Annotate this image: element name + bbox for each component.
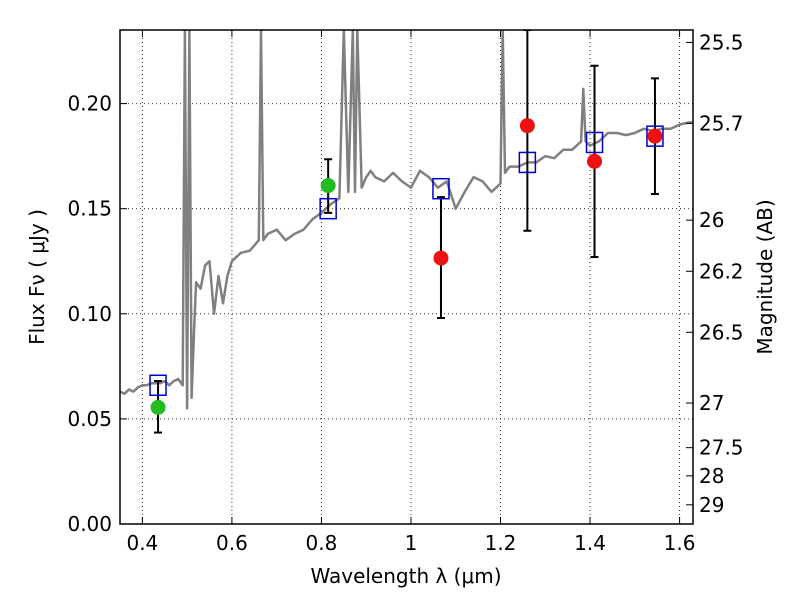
model-square-point (646, 125, 664, 147)
ticks: 0.4 0.6 0.8 1 1.2 1.4 1.6 0.00 0.05 0.10 0.15 0.20 2… (67, 30, 744, 555)
x-tick-label: 1.4 (574, 531, 606, 555)
right-tick-label: 28 (699, 464, 724, 488)
green-photometry-point (150, 399, 166, 415)
right-tick-label: 25.7 (699, 111, 744, 135)
red-photometry-point (433, 250, 449, 266)
y-tick-label: 0.20 (67, 92, 112, 116)
right-tick-label: 27.5 (699, 436, 744, 460)
plot-frame (119, 29, 694, 525)
x-tick-label: 0.8 (306, 531, 338, 555)
y-tick-label: 0.00 (67, 512, 112, 536)
model-square-point (432, 177, 450, 200)
spectrum-line (120, 30, 693, 410)
right-tick-label: 26.2 (699, 259, 744, 283)
y-tick-label: 0.10 (67, 302, 112, 326)
model-square-point (149, 374, 167, 397)
green-photometry-point (320, 178, 336, 194)
right-tick-label: 26.5 (699, 320, 744, 344)
x-tick-label: 0.6 (216, 531, 248, 555)
right-tick-label: 27 (699, 391, 724, 415)
y-axis-label: Flux Fν ( μJy ) (25, 209, 49, 345)
right-tick-label: 29 (699, 493, 724, 517)
red-photometry-point (519, 118, 535, 134)
model-square-point (518, 151, 537, 174)
red-photometry-point (587, 153, 603, 169)
model-square-point (319, 197, 337, 220)
x-axis-label: Wavelength λ (μm) (310, 564, 501, 588)
y-tick-label: 0.15 (67, 197, 112, 221)
y-tick-label: 0.05 (67, 407, 112, 431)
model-square-point (585, 131, 604, 154)
red-photometry-point (647, 128, 663, 144)
x-tick-label: 1.6 (664, 531, 696, 555)
data-layer (120, 30, 693, 434)
right-tick-label: 26 (699, 208, 724, 232)
x-tick-label: 0.4 (126, 531, 158, 555)
x-tick-label: 1.2 (485, 531, 517, 555)
x-tick-label: 1 (405, 531, 418, 555)
right-axis-label: Magnitude (AB) (753, 199, 777, 354)
right-tick-label: 25.5 (699, 30, 744, 54)
